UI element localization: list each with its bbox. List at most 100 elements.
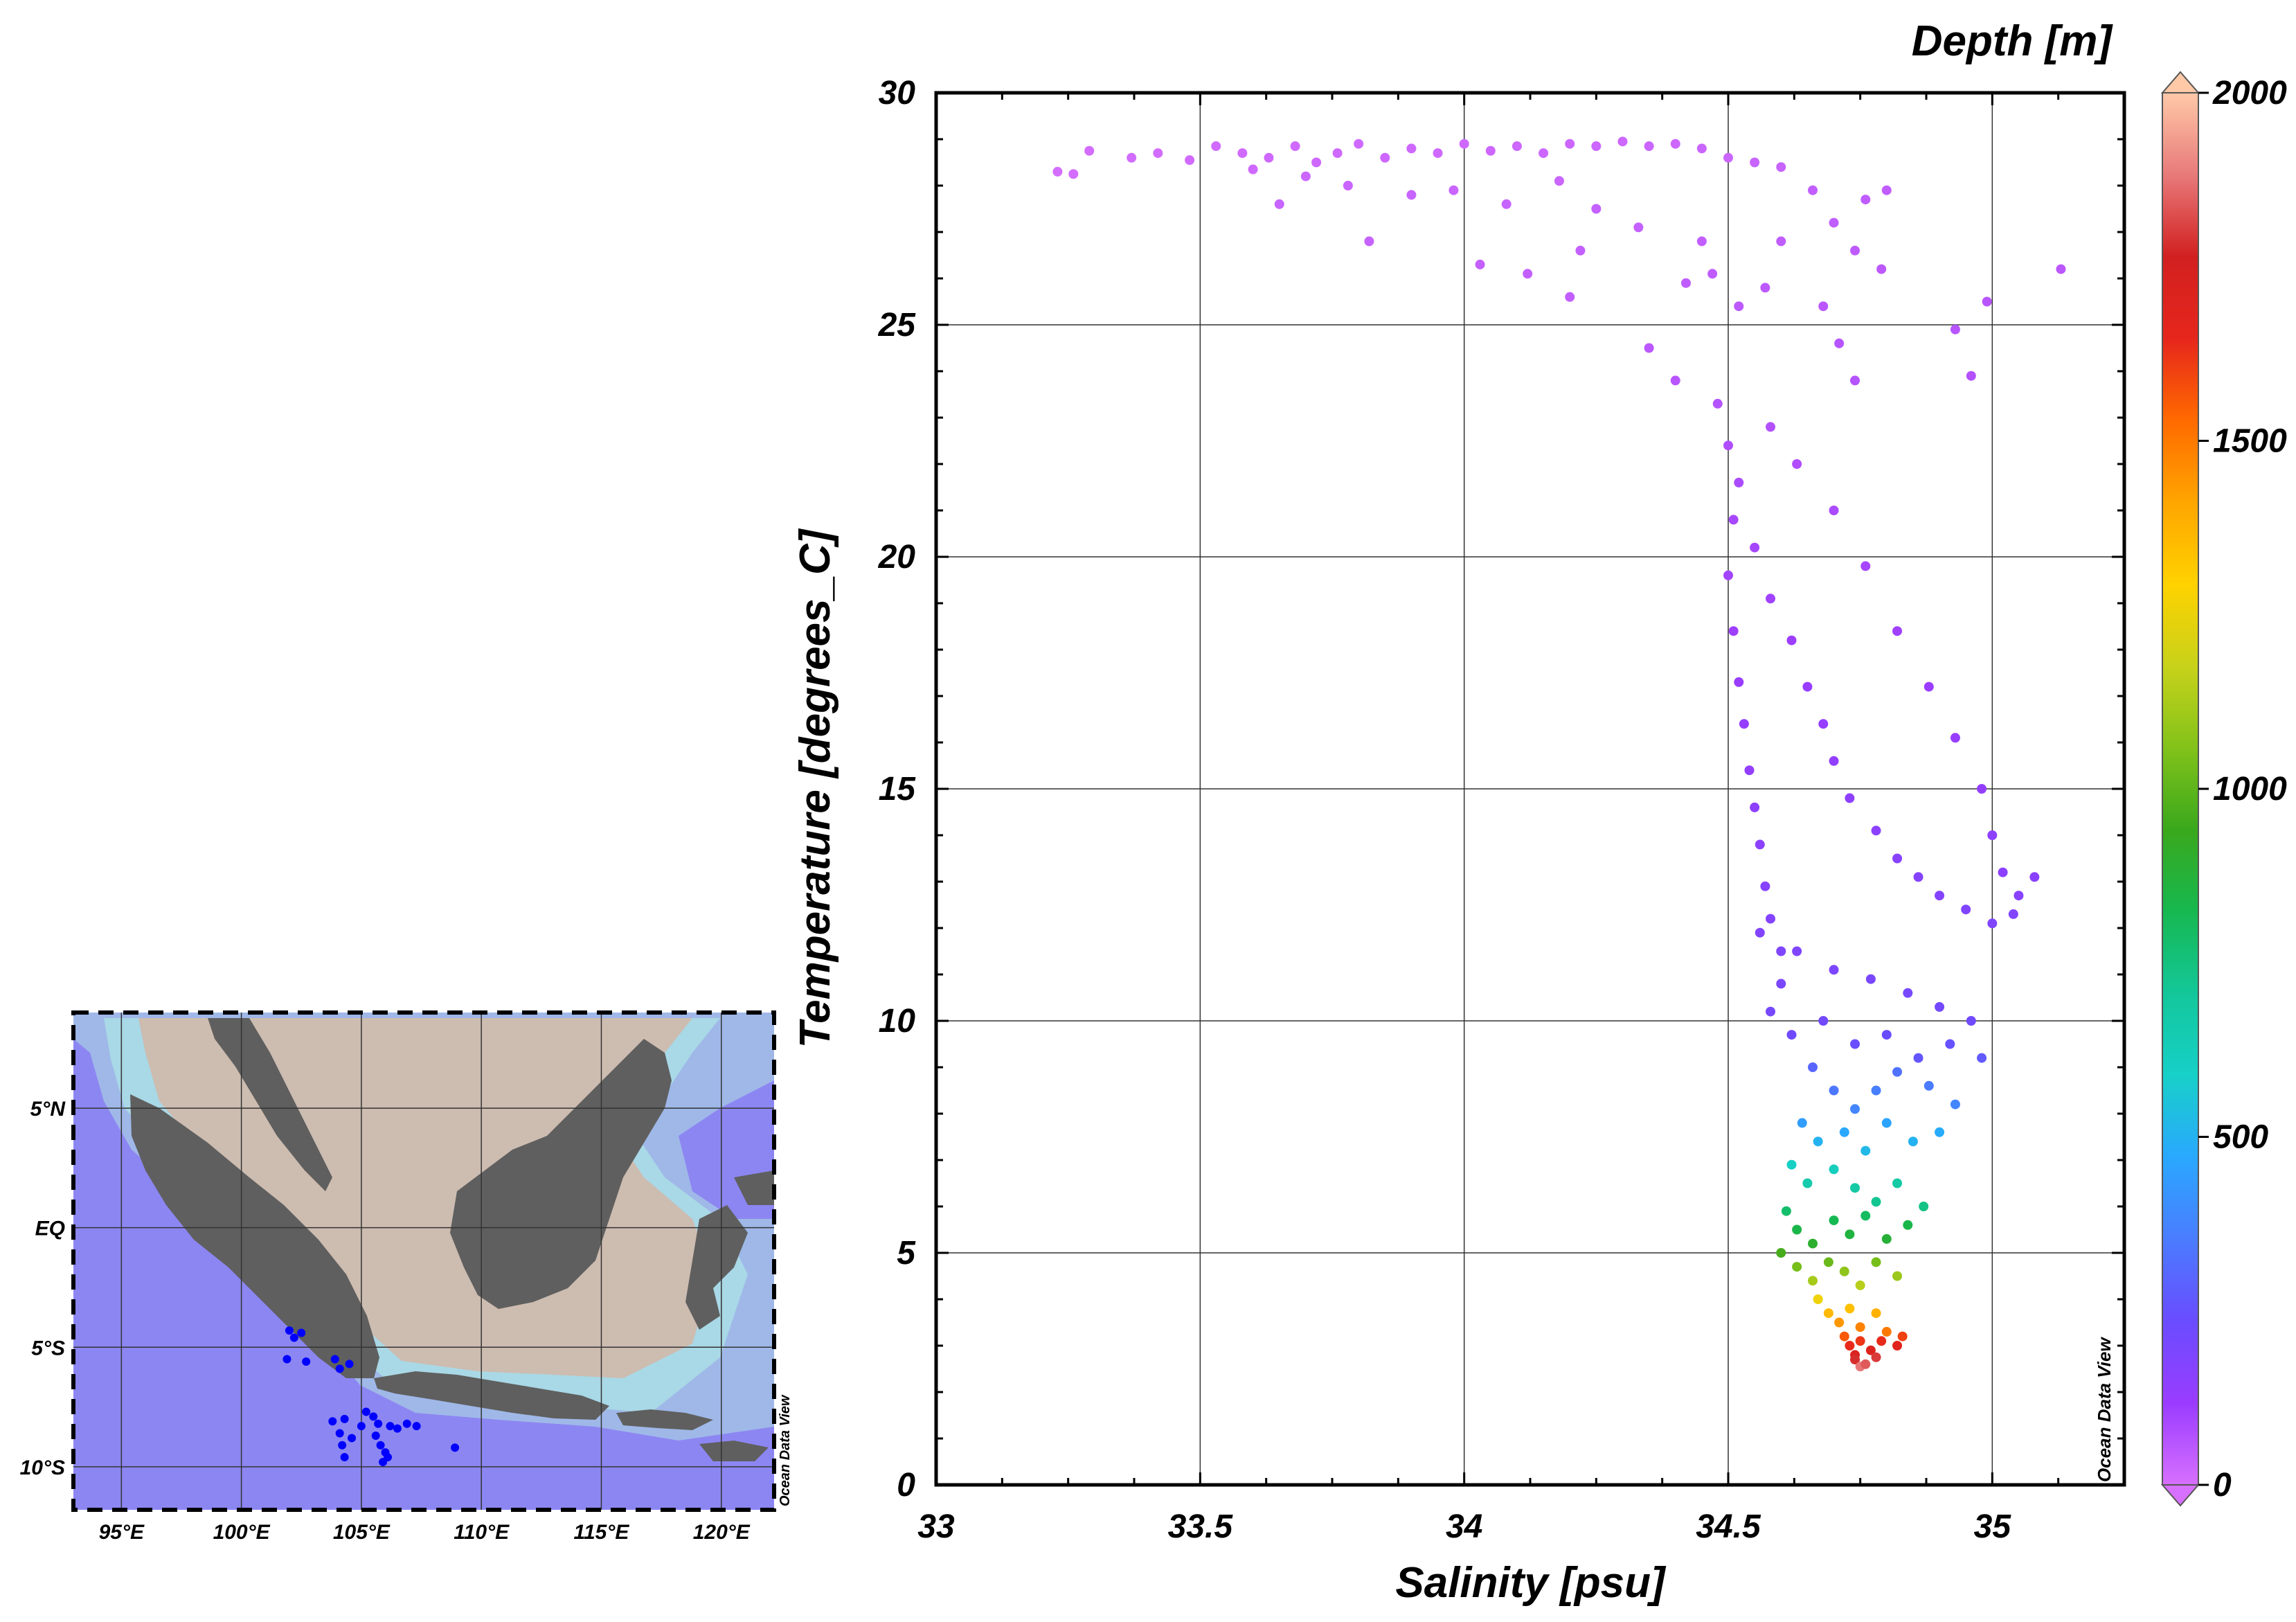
data-point: [1829, 506, 1839, 515]
data-point: [1892, 1178, 1903, 1188]
data-point: [1855, 1280, 1865, 1290]
data-point: [1380, 152, 1390, 163]
data-point: [1539, 148, 1549, 159]
data-point: [1712, 398, 1723, 409]
data-point: [1950, 1099, 1960, 1109]
data-point: [1364, 236, 1374, 247]
data-point: [1982, 296, 1992, 307]
map-station: [348, 1434, 357, 1443]
map-lat-label: EQ: [35, 1218, 65, 1240]
map-land-java: [374, 1371, 609, 1420]
data-point: [1919, 1202, 1929, 1211]
map-lon-label: 115°E: [574, 1521, 630, 1544]
data-point: [1776, 162, 1786, 172]
data-point: [1449, 185, 1459, 195]
data-point: [1237, 148, 1248, 159]
y-tick-label: 5: [897, 1235, 916, 1272]
data-point: [1945, 1039, 1955, 1049]
map-land-borneo: [450, 1039, 672, 1309]
y-tick-label: 10: [879, 1003, 916, 1040]
y-tick-label: 20: [878, 539, 916, 576]
data-point: [1818, 301, 1829, 312]
data-point: [1829, 1215, 1839, 1226]
data-point: [1850, 375, 1860, 386]
data-point: [1881, 185, 1892, 195]
data-point: [1792, 1224, 1802, 1235]
data-point: [1871, 1257, 1881, 1267]
data-point: [1354, 139, 1364, 149]
data-point: [1923, 681, 1934, 692]
map-station: [412, 1422, 421, 1431]
data-point: [1786, 1030, 1797, 1040]
data-point: [1565, 292, 1575, 302]
data-point: [1845, 1229, 1855, 1240]
data-point: [1052, 166, 1063, 177]
map-station: [335, 1429, 344, 1438]
y-tick-label: 15: [879, 771, 917, 808]
data-point: [1802, 1178, 1813, 1188]
data-point: [1903, 1220, 1913, 1230]
data-point: [2056, 264, 2066, 274]
data-point: [1068, 169, 1079, 179]
data-point: [1871, 1085, 1881, 1096]
data-point: [1792, 1262, 1802, 1272]
data-point: [2014, 891, 2024, 901]
data-point: [1734, 477, 1744, 488]
data-point: [1554, 176, 1564, 186]
data-point: [1565, 139, 1575, 149]
map-lon-label: 95°E: [99, 1521, 145, 1544]
data-point: [1734, 677, 1744, 687]
data-point: [1750, 802, 1760, 812]
x-tick-label: 33.5: [1168, 1508, 1234, 1545]
map-station: [330, 1355, 339, 1364]
map-station: [361, 1407, 370, 1416]
data-point: [1680, 278, 1691, 288]
data-point: [1766, 594, 1776, 604]
data-point: [1908, 1137, 1918, 1147]
map-lat-label: 10°S: [20, 1456, 65, 1479]
map-station: [285, 1326, 294, 1335]
depth-colorbar: Depth [m] 0 500 1000 1500 2000 Ocean Data Vi…: [1912, 17, 2287, 1507]
data-point: [1855, 1322, 1865, 1333]
data-point: [1728, 515, 1739, 525]
data-point: [1834, 338, 1845, 348]
map-station: [374, 1419, 383, 1428]
data-point: [1802, 681, 1813, 692]
data-point: [1792, 459, 1802, 469]
data-point: [1274, 199, 1284, 209]
x-tick-label: 33: [917, 1508, 955, 1545]
colorbar-tick-label: 500: [2213, 1119, 2268, 1156]
data-point: [1823, 1257, 1833, 1267]
data-point: [1459, 139, 1469, 149]
data-point: [1987, 830, 1998, 840]
data-point: [1855, 1336, 1865, 1346]
data-point: [1935, 1001, 1945, 1012]
colorbar-ticks: 0 500 1000 1500 2000: [2198, 75, 2287, 1504]
data-point: [1871, 826, 1881, 836]
map-station: [302, 1357, 311, 1366]
data-point: [1755, 927, 1765, 938]
data-point: [1829, 1164, 1839, 1175]
data-point: [1696, 236, 1707, 247]
data-point: [2008, 909, 2018, 919]
data-point: [1808, 1276, 1818, 1286]
data-point: [1406, 190, 1417, 200]
map-station: [451, 1443, 460, 1452]
data-point: [2029, 872, 2040, 882]
map-station: [340, 1453, 349, 1462]
data-point: [1876, 264, 1887, 274]
map-stations: [282, 1326, 460, 1466]
data-point: [1185, 155, 1195, 166]
data-point: [1845, 1303, 1855, 1314]
data-point: [1755, 839, 1765, 850]
data-point: [1728, 626, 1739, 636]
data-point: [1776, 236, 1786, 247]
data-point: [1897, 1331, 1908, 1342]
x-tick-label: 34.5: [1696, 1508, 1761, 1545]
data-point: [1881, 1118, 1892, 1128]
x-tick-labels: 33 33.5 34 34.5 35: [917, 1508, 2011, 1545]
data-point: [1977, 1053, 1987, 1063]
data-point: [1850, 1183, 1860, 1193]
data-point: [1127, 152, 1137, 163]
data-point: [1670, 375, 1680, 386]
